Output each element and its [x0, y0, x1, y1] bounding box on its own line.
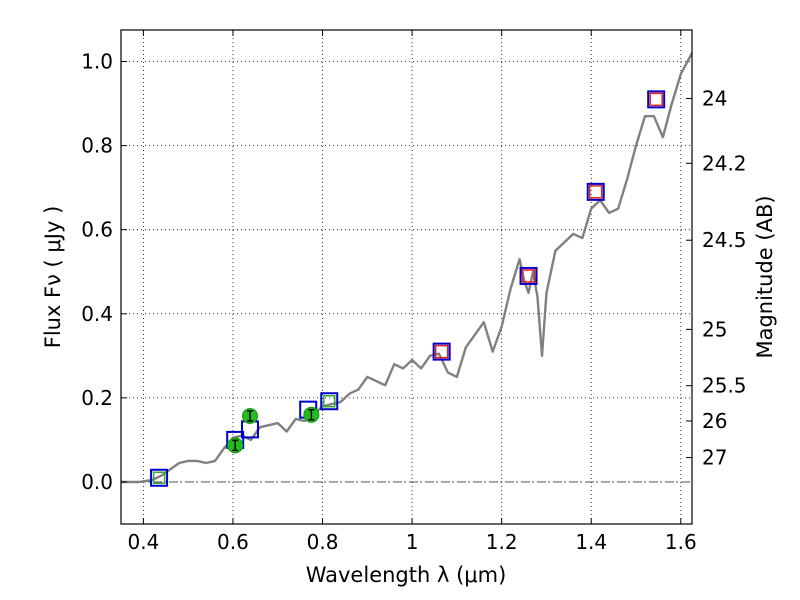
x-axis-label: Wavelength λ (μm): [306, 563, 507, 587]
y-tick-label: 0.0: [81, 470, 113, 494]
y-axis-label: Flux Fν ( μJy ): [41, 206, 65, 349]
right-tick-label: 24: [702, 87, 727, 111]
y-tick-label: 0.2: [81, 386, 113, 410]
observed-photometry-square: [588, 185, 603, 199]
model-photometry-square: [586, 182, 605, 201]
y-tick-label: 0.8: [81, 134, 113, 158]
x-tick-label: 1.2: [486, 530, 518, 554]
observed-photometry-square: [434, 344, 449, 359]
markers-group: [150, 90, 666, 487]
green-photometry-square: [152, 471, 166, 485]
right-tick-label: 25.5: [702, 374, 747, 398]
right-tick-label: 26: [702, 409, 727, 433]
plot-frame: [120, 29, 693, 525]
model-photometry-square: [150, 468, 169, 487]
x-tick-label: 0.6: [217, 530, 249, 554]
observed-photometry-square: [649, 92, 663, 107]
right-tick-label: 24.2: [702, 151, 747, 175]
y-tick-label: 0.4: [81, 302, 113, 326]
y-ticks: 0.0 0.2 0.4 0.6 0.8 1.0: [81, 50, 127, 494]
model-photometry-square: [519, 266, 538, 285]
model-photometry-square: [320, 392, 339, 411]
x-ticks: 0.4 0.6 0.8 1 1.2 1.4 1.6: [127, 30, 697, 554]
right-ticks: 24 24.2 24.5 25 25.5 26 27: [686, 87, 747, 470]
right-tick-label: 25: [702, 317, 727, 341]
right-tick-label: 27: [702, 446, 727, 470]
x-tick-label: 0.8: [307, 530, 339, 554]
plot-background: [121, 30, 692, 524]
y-tick-label: 1.0: [81, 50, 113, 74]
x-tick-label: 1.4: [575, 530, 607, 554]
green-photometry-square: [322, 394, 336, 408]
right-axis-label: Magnitude (AB): [753, 195, 777, 358]
x-tick-label: 0.4: [127, 530, 159, 554]
model-photometry-square: [647, 90, 666, 109]
x-tick-label: 1: [406, 530, 419, 554]
model-photometry-square: [432, 342, 451, 361]
right-tick-label: 24.5: [702, 228, 747, 252]
x-tick-label: 1.6: [665, 530, 697, 554]
y-tick-label: 0.6: [81, 218, 113, 242]
observed-photometry-square: [521, 269, 536, 283]
